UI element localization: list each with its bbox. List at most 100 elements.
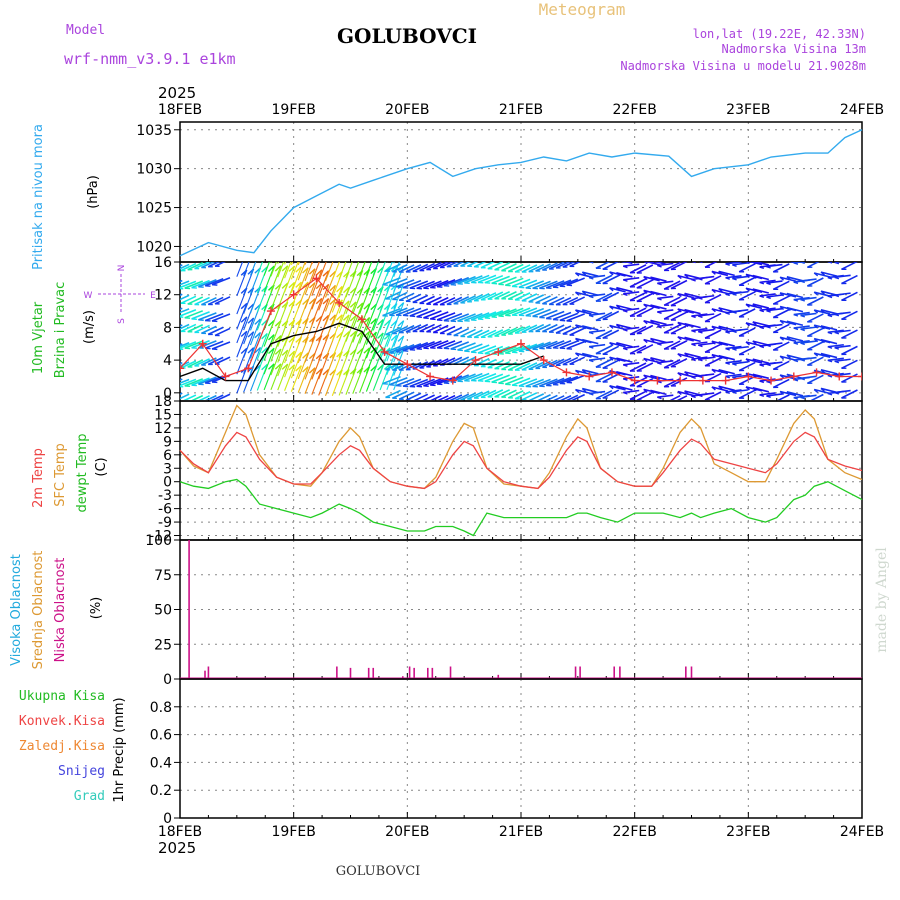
wind-arrow [338, 369, 350, 396]
wind-arrow [772, 323, 790, 334]
legend-total-rain: Ukupna Kisa [19, 689, 105, 704]
legend-hail: Grad [74, 789, 105, 804]
wind-arrow [521, 324, 538, 333]
product-title: Meteogram [539, 0, 626, 19]
wind-arrow [297, 318, 309, 345]
wind-arrow [457, 342, 476, 351]
wind-arrow-head [274, 265, 282, 272]
precip-ytick-label: 0.8 [150, 700, 172, 716]
wind-arrow [180, 323, 190, 330]
wind-arrow [677, 353, 694, 359]
wind-arrow-head [268, 363, 275, 370]
bottom-date-label: 18FEB [158, 824, 202, 840]
wind-arrow [582, 338, 599, 345]
wind-arrow-head [248, 233, 254, 238]
wind-arrow [389, 344, 408, 354]
wind-arrow [834, 274, 851, 279]
wind-arrow [548, 262, 565, 270]
wind-arrow-head [691, 315, 696, 319]
wind-arrow [732, 345, 749, 350]
wind-arrow [345, 315, 357, 342]
wind-arrow-head [718, 355, 723, 360]
wind-arrow [663, 359, 681, 369]
wind-arrow-head [268, 320, 275, 327]
wind-arrow [409, 341, 429, 351]
wind-arrow [318, 270, 330, 297]
wind-arrow-head [732, 348, 737, 351]
wind-arrow-head [384, 249, 390, 254]
wind-arrow-head [834, 313, 840, 317]
wind-arrow [670, 340, 688, 350]
wind-arrow [542, 262, 558, 271]
wind-arrow [180, 393, 190, 400]
wind-arrow-head [657, 343, 662, 346]
wind-arrow-head [793, 397, 799, 400]
wind-arrow [324, 314, 337, 342]
wind-arrow [650, 389, 667, 396]
wind-arrow-head [691, 395, 696, 399]
wind-arrow-head [820, 271, 825, 276]
wind-arrow [704, 329, 722, 339]
wind-arrow [436, 278, 456, 288]
wind-arrow [616, 357, 633, 363]
wind-arrow-head [371, 233, 377, 238]
wind-arrow [263, 363, 275, 391]
wind-arrow [738, 345, 756, 356]
wind-arrow [813, 388, 831, 395]
wind-arrow [725, 345, 742, 350]
wind-arrow [545, 377, 565, 387]
wind-arrow-head [657, 362, 662, 365]
wind-arrow [480, 292, 497, 301]
wind-arrow [318, 352, 330, 380]
wind-arrow [691, 259, 707, 261]
wind-arrow [711, 270, 729, 277]
wind-arrow-head [302, 366, 309, 373]
watermark: made by Angel [874, 547, 890, 653]
wind-arrow [766, 323, 783, 328]
cloud-ytick-label: 50 [154, 603, 172, 619]
wind-arrow [595, 311, 613, 322]
wind-arrow-head [732, 311, 737, 314]
wind-arrow-head [725, 362, 730, 365]
wind-arrow [180, 262, 197, 272]
wind-arrow [214, 296, 231, 305]
wind-arrow [820, 325, 838, 331]
wind-arrow-head [308, 268, 316, 275]
wind-arrow-head [725, 391, 730, 394]
wind-arrow-head [615, 342, 621, 347]
wind-arrow [589, 293, 606, 298]
wind-arrow-head [350, 252, 356, 257]
wind-arrow [386, 262, 388, 263]
wind-arrow [398, 324, 415, 334]
wind-arrow [198, 376, 217, 385]
wind-arrow [297, 262, 306, 281]
wind-arrow [545, 340, 565, 349]
wind-arrow [412, 294, 429, 304]
wind-arrow [290, 319, 302, 346]
wind-arrow [562, 262, 576, 268]
wind-arrow [834, 329, 851, 334]
wind-arrow [732, 389, 749, 393]
wind-arrow [650, 319, 667, 326]
wind-arrow [494, 262, 510, 271]
wind-arrow [800, 375, 817, 380]
wind-arrow [487, 262, 504, 270]
wind-arrow [779, 336, 797, 343]
wind-arrow-head [793, 262, 799, 265]
wind-arrow [338, 314, 350, 342]
wind-arrow [582, 309, 599, 315]
wind-arrow-head [684, 274, 689, 279]
wind-arrow [704, 275, 722, 285]
wind-arrow [602, 274, 620, 285]
wind-arrow [704, 391, 722, 400]
wind-arrow [766, 263, 783, 268]
wind-arrow [331, 262, 340, 281]
wind-arrow-head [282, 251, 288, 256]
pressure-ytick-label: 1035 [136, 123, 172, 139]
wind-arrow-head [588, 295, 594, 299]
wind-arrow [745, 322, 763, 328]
wind-arrow [416, 378, 435, 388]
wind-arrow-head [745, 386, 750, 391]
wind-ylabel-a: 10m Vjetar [31, 301, 46, 374]
